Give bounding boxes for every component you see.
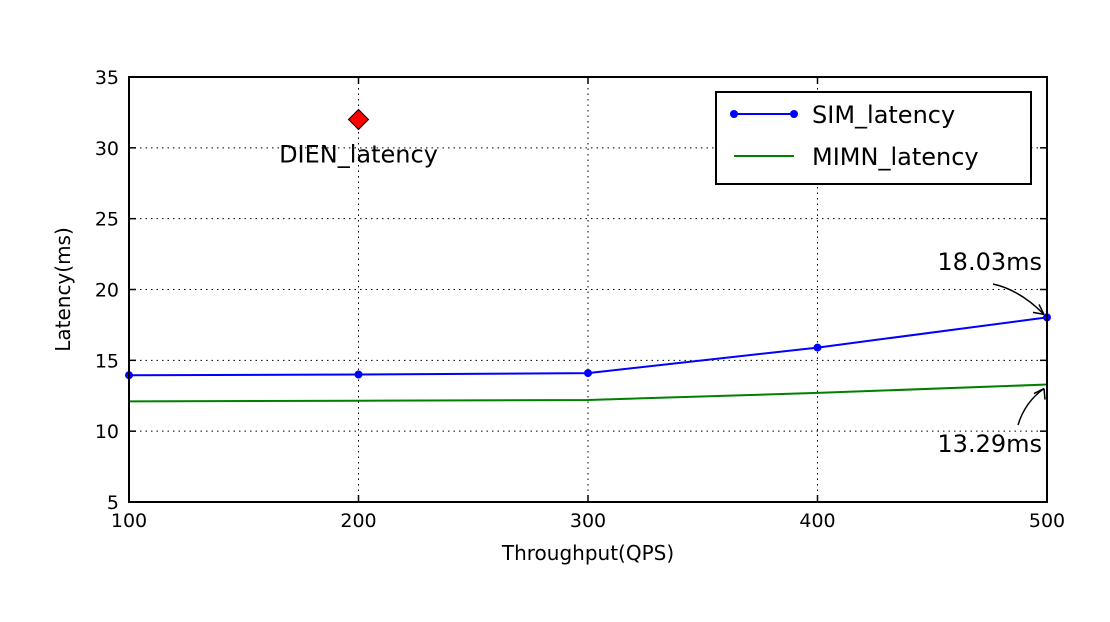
- y-tick-label: 25: [95, 209, 119, 231]
- x-tick-label: 300: [570, 510, 606, 532]
- y-axis-label: Latency(ms): [51, 227, 75, 352]
- legend-box: [715, 91, 1032, 185]
- x-tick-label: 100: [111, 510, 147, 532]
- x-tick-label: 200: [340, 510, 376, 532]
- legend-marker: [730, 110, 738, 118]
- series-layer: [125, 313, 1051, 403]
- x-tick-label: 400: [799, 510, 835, 532]
- data-point: [813, 343, 822, 352]
- annotation-arrowhead: [1033, 387, 1046, 400]
- legend-label-SIM_latency: SIM_latency: [812, 101, 955, 129]
- series-line-MIMN_latency: [128, 383, 1048, 403]
- annotation-mimn-value: 13.29ms: [937, 430, 1042, 458]
- dien-point: [347, 108, 370, 131]
- annotations: 18.03ms 13.29ms: [937, 248, 1046, 458]
- dien-point-label: DIEN_latency: [279, 141, 438, 169]
- data-point: [584, 369, 592, 378]
- axis-ticks: 100 200 300 400 500 5 10 15 20 25 30 35: [95, 67, 1065, 532]
- x-axis-label: Throughput(QPS): [501, 541, 674, 565]
- y-tick-label: 30: [95, 138, 119, 160]
- legend: SIM_latency MIMN_latency: [715, 91, 1032, 185]
- legend-label-MIMN_latency: MIMN_latency: [812, 143, 979, 171]
- point-layer: DIEN_latency: [279, 108, 438, 169]
- annotation-arrow: [1017, 387, 1045, 426]
- series-line-SIM_latency: [128, 316, 1048, 377]
- y-tick-label: 20: [95, 280, 119, 302]
- data-point: [354, 370, 363, 379]
- y-tick-label: 5: [107, 492, 119, 514]
- y-tick-label: 15: [95, 350, 119, 372]
- annotation-arrowhead: [1032, 304, 1045, 316]
- y-tick-label: 35: [95, 67, 119, 89]
- annotation-arrow: [992, 283, 1045, 315]
- x-tick-label: 500: [1029, 510, 1065, 532]
- annotation-sim-value: 18.03ms: [937, 248, 1042, 276]
- y-tick-label: 10: [95, 421, 119, 443]
- legend-marker: [790, 110, 798, 118]
